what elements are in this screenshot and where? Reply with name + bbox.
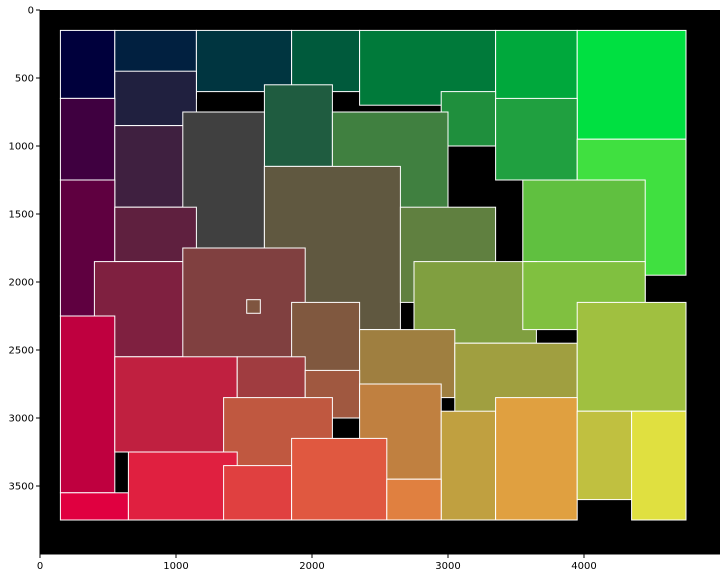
segment-region-6 xyxy=(576,29,687,140)
x-tick-label-3000: 3000 xyxy=(435,561,460,572)
y-ticks: 0 500 1000 1500 2000 2500 3000 3500 xyxy=(9,6,40,493)
segment-region-3 xyxy=(291,29,361,93)
segment-region-42 xyxy=(291,437,388,521)
segment-region-37 xyxy=(576,410,633,501)
segment-region-2 xyxy=(195,29,293,93)
segment-region-8 xyxy=(59,97,116,181)
segment-region-43 xyxy=(386,478,442,521)
segment-region-44 xyxy=(246,299,261,314)
segment-region-36 xyxy=(495,397,578,521)
y-tick-label-1500: 1500 xyxy=(9,210,34,221)
x-tick-label-2000: 2000 xyxy=(299,561,324,572)
segment-region-0 xyxy=(59,29,116,99)
x-tick-label-0: 0 xyxy=(37,561,43,572)
segment-region-31 xyxy=(576,301,687,412)
segment-region-40 xyxy=(127,451,238,521)
x-ticks: 0 1000 2000 3000 4000 xyxy=(37,554,597,572)
segment-region-11 xyxy=(495,97,578,181)
y-tick-label-3500: 3500 xyxy=(9,482,34,493)
y-tick-label-0: 0 xyxy=(28,6,34,17)
segment-region-9 xyxy=(263,84,333,167)
segment-region-10 xyxy=(440,91,497,147)
y-tick-label-1000: 1000 xyxy=(9,142,34,153)
y-tick-label-2500: 2500 xyxy=(9,346,34,357)
y-tick-label-2000: 2000 xyxy=(9,278,34,289)
segment-region-41 xyxy=(223,465,293,521)
x-tick-label-4000: 4000 xyxy=(571,561,596,572)
segment-region-39 xyxy=(59,492,129,521)
segment-regions xyxy=(59,29,687,521)
segment-region-35 xyxy=(440,410,497,521)
x-tick-label-1000: 1000 xyxy=(163,561,188,572)
y-tick-label-500: 500 xyxy=(15,74,34,85)
segment-region-5 xyxy=(495,29,578,106)
segment-region-22 xyxy=(182,247,306,371)
segment-region-38 xyxy=(631,410,687,521)
segment-region-26 xyxy=(59,315,116,494)
y-tick-label-3000: 3000 xyxy=(9,414,34,425)
segment-region-17 xyxy=(114,206,197,263)
segment-region-27 xyxy=(114,356,238,453)
